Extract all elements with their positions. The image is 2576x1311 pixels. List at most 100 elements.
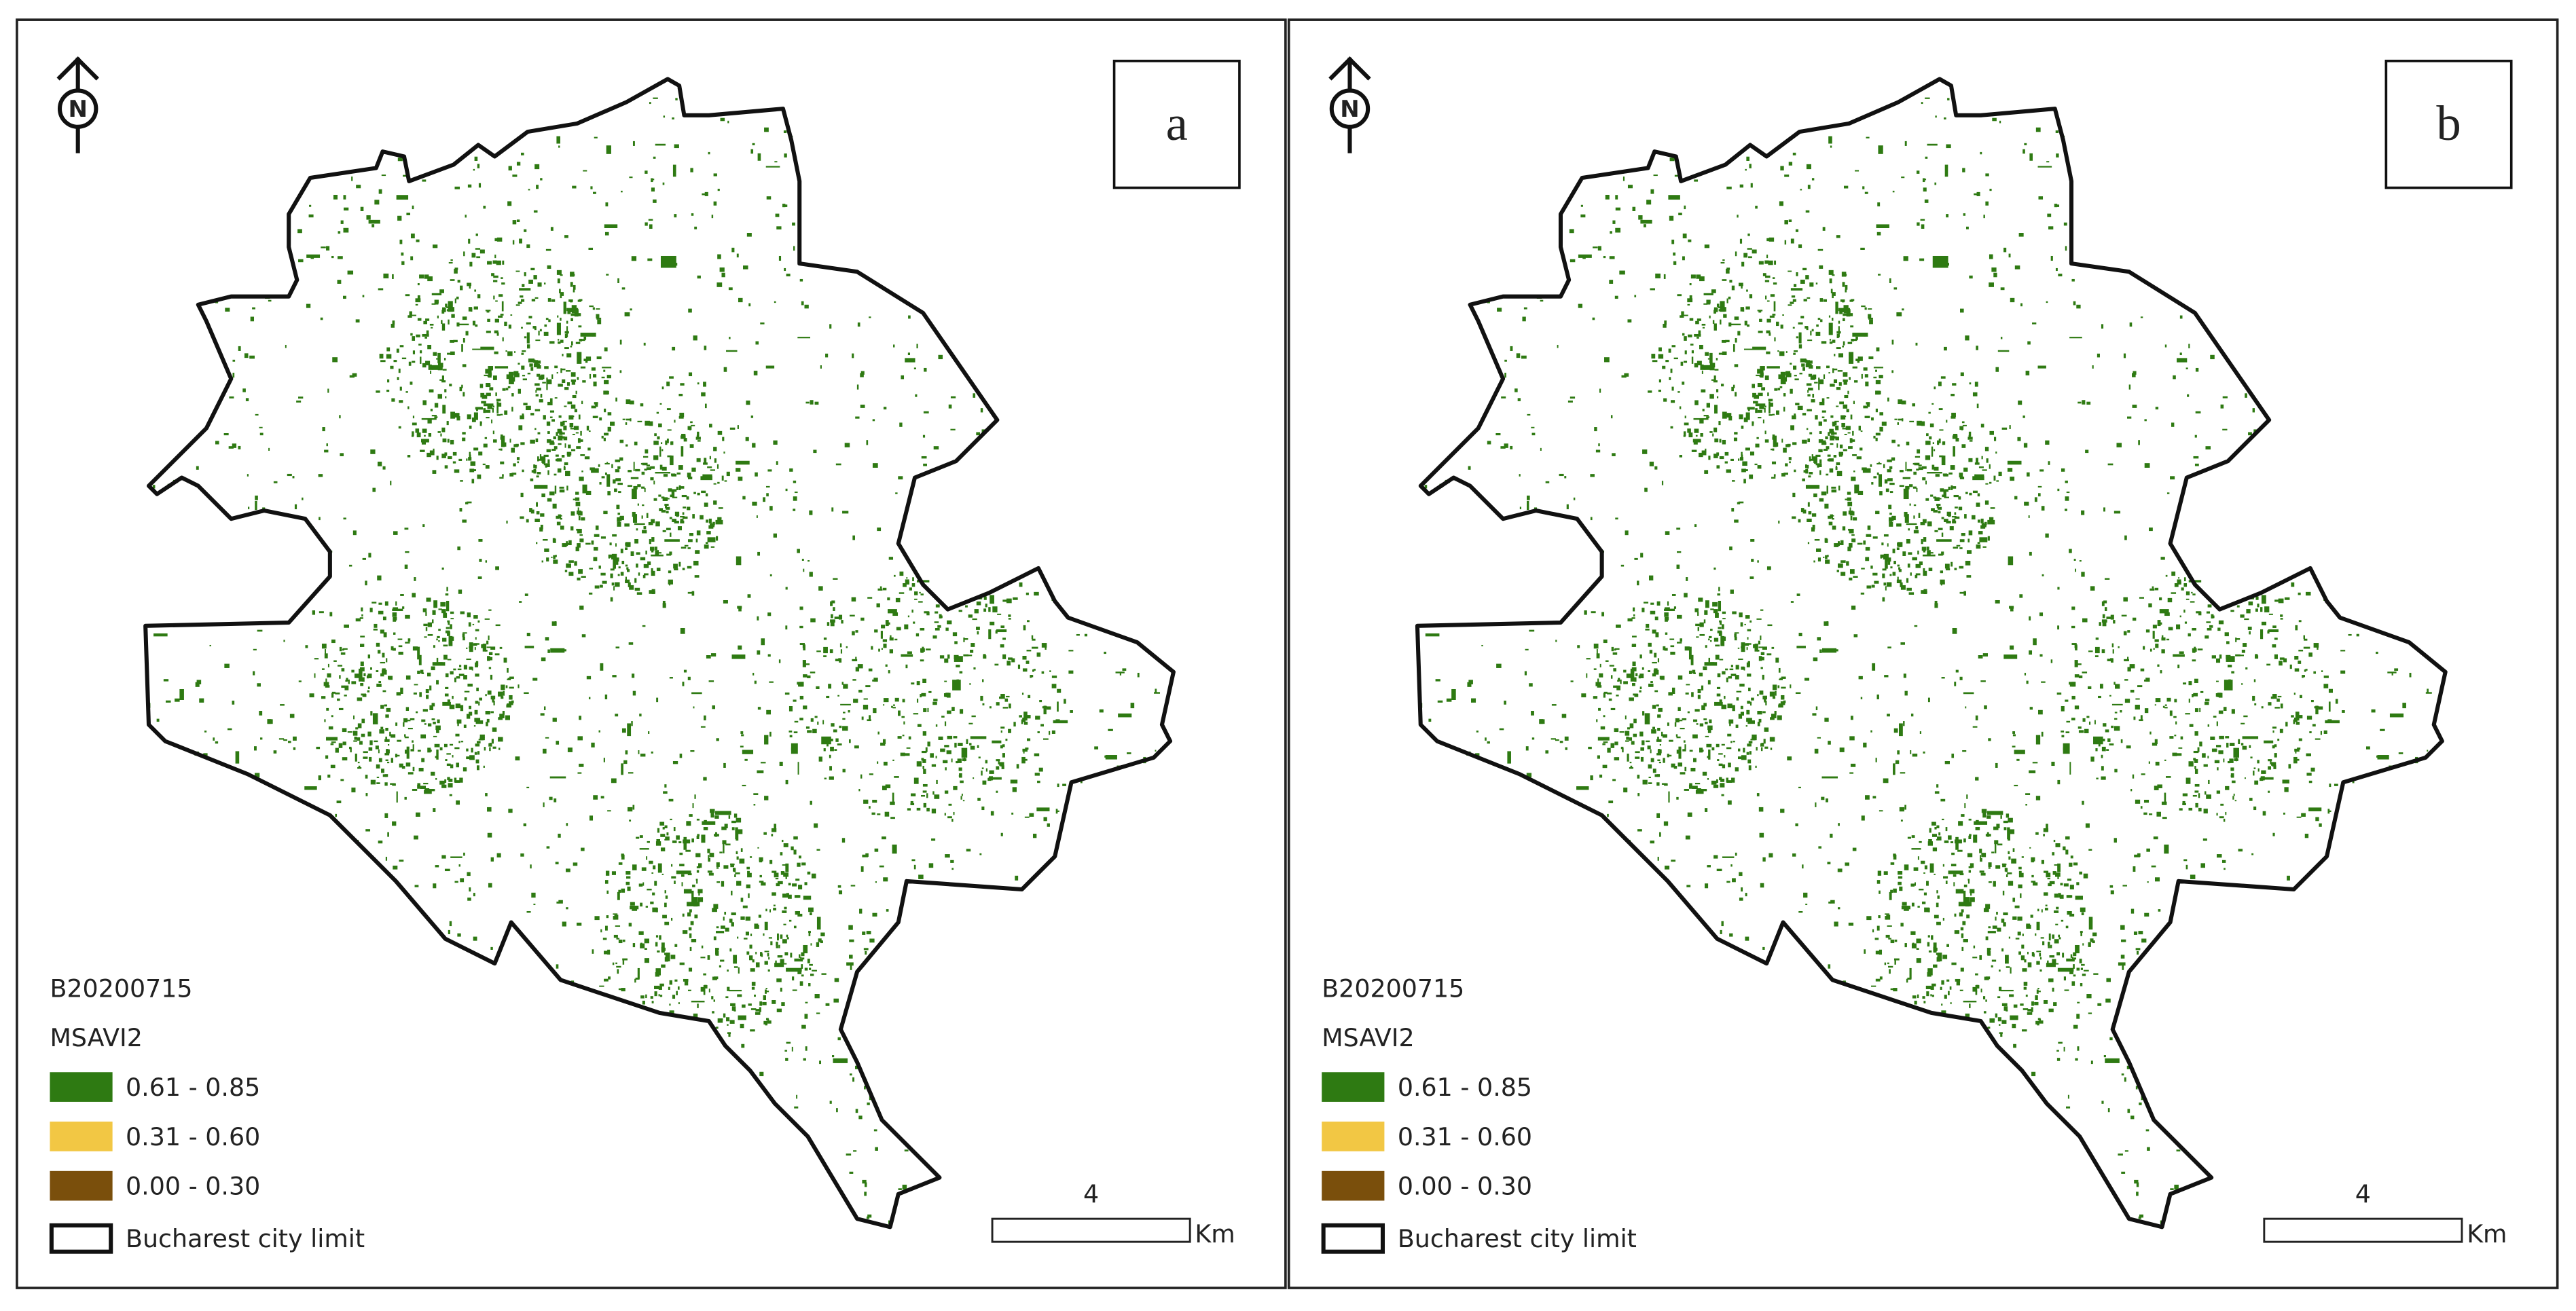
- vegetation-patch: [380, 726, 384, 730]
- vegetation-patch: [427, 747, 431, 753]
- vegetation-patch: [1756, 437, 1759, 439]
- vegetation-patch: [1824, 503, 1829, 509]
- vegetation-patch: [1751, 559, 1754, 562]
- vegetation-patch: [2303, 635, 2305, 639]
- vegetation-patch: [622, 939, 625, 942]
- vegetation-patch: [1877, 274, 1881, 276]
- vegetation-patch: [2074, 644, 2078, 648]
- vegetation-patch: [527, 372, 531, 375]
- vegetation-patch: [769, 681, 774, 683]
- vegetation-patch: [2297, 747, 2301, 750]
- vegetation-patch: [374, 200, 380, 205]
- vegetation-patch: [397, 739, 401, 742]
- vegetation-patch: [665, 895, 668, 899]
- vegetation-patch: [570, 526, 574, 531]
- vegetation-patch: [857, 322, 860, 327]
- vegetation-patch: [555, 555, 557, 557]
- vegetation-patch: [1934, 182, 1937, 185]
- vegetation-patch: [687, 477, 693, 479]
- vegetation-patch: [2135, 705, 2140, 710]
- vegetation-patch: [547, 265, 551, 269]
- vegetation-patch: [589, 373, 592, 379]
- vegetation-patch: [332, 357, 338, 363]
- vegetation-patch: [393, 866, 398, 870]
- vegetation-patch: [1821, 341, 1827, 344]
- vegetation-patch: [378, 610, 384, 614]
- vegetation-patch: [370, 711, 373, 716]
- vegetation-patch: [1951, 485, 1953, 490]
- vegetation-patch: [742, 750, 754, 754]
- vegetation-patch: [2018, 400, 2022, 405]
- vegetation-patch: [1887, 559, 1891, 565]
- vegetation-patch: [556, 964, 559, 969]
- vegetation-patch: [548, 319, 551, 322]
- vegetation-patch: [1745, 725, 1748, 727]
- vegetation-patch: [506, 704, 511, 708]
- vegetation-patch: [427, 276, 433, 282]
- vegetation-patch: [723, 1013, 726, 1018]
- vegetation-patch: [2032, 882, 2038, 886]
- vegetation-patch: [938, 736, 943, 740]
- vegetation-patch: [348, 679, 350, 684]
- vegetation-patch: [1684, 646, 1690, 651]
- vegetation-patch: [598, 464, 600, 467]
- vegetation-patch: [382, 668, 386, 671]
- vegetation-patch: [1531, 432, 1536, 436]
- vegetation-patch: [1726, 469, 1732, 473]
- vegetation-patch: [1677, 551, 1682, 553]
- vegetation-patch: [642, 1000, 645, 1005]
- vegetation-patch: [1679, 455, 1683, 458]
- vegetation-patch: [502, 474, 504, 477]
- vegetation-patch: [669, 582, 671, 586]
- vegetation-patch: [1799, 372, 1802, 375]
- vegetation-patch: [1927, 942, 1930, 947]
- vegetation-patch: [360, 206, 364, 211]
- vegetation-patch: [833, 1058, 848, 1063]
- vegetation-patch: [616, 938, 620, 940]
- vegetation-patch: [730, 1003, 736, 1006]
- vegetation-patch: [556, 458, 562, 462]
- vegetation-patch: [422, 428, 427, 433]
- vegetation-patch: [939, 655, 945, 659]
- vegetation-patch: [1697, 318, 1701, 321]
- vegetation-patch: [448, 929, 450, 934]
- vegetation-patch: [776, 978, 782, 982]
- vegetation-patch: [380, 360, 386, 363]
- vegetation-patch: [354, 737, 357, 740]
- vegetation-patch: [913, 367, 916, 369]
- vegetation-patch: [930, 753, 934, 758]
- vegetation-patch: [693, 1013, 698, 1018]
- vegetation-patch: [1679, 406, 1682, 409]
- vegetation-patch: [1877, 202, 1881, 206]
- vegetation-patch: [610, 568, 615, 571]
- vegetation-patch: [495, 392, 497, 396]
- vegetation-patch: [574, 309, 579, 312]
- vegetation-patch: [2296, 816, 2302, 818]
- vegetation-patch: [892, 612, 899, 616]
- vegetation-patch: [1031, 635, 1034, 639]
- vegetation-patch: [2179, 352, 2182, 356]
- vegetation-patch: [398, 645, 403, 648]
- vegetation-patch: [427, 633, 433, 636]
- vegetation-patch: [1695, 623, 1700, 627]
- vegetation-patch: [1917, 906, 1920, 908]
- vegetation-patch: [756, 515, 758, 518]
- vegetation-patch: [2035, 933, 2037, 936]
- vegetation-patch: [1791, 295, 1796, 298]
- vegetation-patch: [156, 718, 160, 722]
- vegetation-patch: [634, 978, 636, 983]
- vegetation-patch: [1685, 835, 1690, 840]
- vegetation-patch: [1839, 747, 1845, 752]
- vegetation-patch: [341, 685, 346, 688]
- vegetation-patch: [1985, 483, 1989, 485]
- vegetation-patch: [846, 646, 848, 648]
- vegetation-patch: [712, 1011, 714, 1014]
- vegetation-patch: [1873, 476, 1877, 479]
- vegetation-patch: [2071, 695, 2075, 700]
- vegetation-patch: [1912, 403, 1916, 407]
- vegetation-patch: [778, 255, 782, 261]
- vegetation-patch: [407, 638, 411, 642]
- vegetation-patch: [469, 887, 471, 892]
- vegetation-patch: [1586, 658, 1591, 660]
- vegetation-patch: [604, 978, 609, 982]
